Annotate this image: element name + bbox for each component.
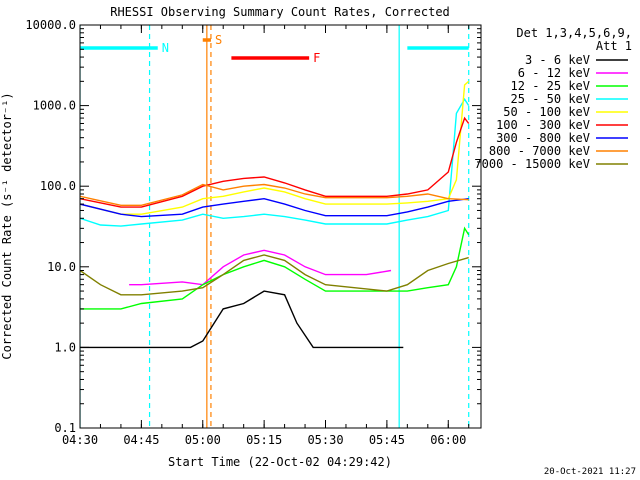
legend-label: 100 - 300 keV bbox=[496, 118, 590, 132]
series-line-7 bbox=[80, 183, 469, 207]
y-tick-label: 100.0 bbox=[40, 179, 76, 193]
chart-title: RHESSI Observing Summary Count Rates, Co… bbox=[110, 5, 450, 19]
legend-label: 25 - 50 keV bbox=[511, 92, 590, 106]
footer-timestamp: 20-Oct-2021 11:27 bbox=[544, 467, 636, 477]
flag-label-s: S bbox=[215, 33, 222, 47]
series-line-8 bbox=[80, 254, 469, 296]
series-line-0 bbox=[80, 290, 404, 349]
y-axis-label: Corrected Count Rate (s⁻¹ detector⁻¹) bbox=[0, 92, 14, 359]
series-line-1 bbox=[129, 249, 392, 286]
y-tick-label: 10000.0 bbox=[25, 18, 76, 32]
x-tick-label: 05:30 bbox=[307, 433, 343, 447]
y-tick-label: 1.0 bbox=[54, 340, 76, 354]
legend-label: 3 - 6 keV bbox=[525, 53, 590, 67]
flag-label-n: N bbox=[162, 41, 169, 55]
x-axis: 04:30 04:45 05:00 05:15 05:30 05:45 06:00 bbox=[62, 25, 470, 447]
y-tick-label: 0.1 bbox=[54, 421, 76, 435]
plot-frame bbox=[79, 24, 482, 429]
flag-label-f: F bbox=[313, 51, 320, 65]
x-tick-label: 06:00 bbox=[430, 433, 466, 447]
series-lines bbox=[80, 80, 470, 349]
x-tick-label: 05:00 bbox=[185, 433, 221, 447]
x-axis-label: Start Time (22-Oct-02 04:29:42) bbox=[168, 455, 392, 469]
x-tick-label: 04:45 bbox=[123, 433, 159, 447]
legend-label: 12 - 25 keV bbox=[511, 79, 590, 93]
x-tick-label: 04:30 bbox=[62, 433, 98, 447]
x-tick-label: 05:45 bbox=[369, 433, 405, 447]
series-line-3 bbox=[80, 97, 470, 227]
y-axis: 0.1 1.0 10.0 100.0 1000.0 10000.0 bbox=[25, 18, 481, 435]
series-line-5 bbox=[80, 116, 470, 208]
x-tick-label: 05:15 bbox=[246, 433, 282, 447]
y-tick-label: 1000.0 bbox=[33, 99, 76, 113]
legend-label: 6 - 12 keV bbox=[518, 66, 590, 80]
series-line-2 bbox=[80, 226, 470, 310]
legend-label: 7000 - 15000 keV bbox=[474, 157, 590, 171]
legend-label: 800 - 7000 keV bbox=[489, 144, 590, 158]
flag-annotations: N S F bbox=[80, 33, 469, 65]
legend-label: 300 - 800 keV bbox=[496, 131, 590, 145]
legend-label: 50 - 100 keV bbox=[503, 105, 590, 119]
legend-header-2: Att 1 bbox=[596, 39, 632, 53]
vertical-markers bbox=[80, 25, 470, 428]
series-line-4 bbox=[80, 80, 470, 215]
y-tick-label: 10.0 bbox=[47, 260, 76, 274]
legend-header-1: Det 1,3,4,5,6,9, bbox=[516, 26, 632, 40]
series-line-6 bbox=[80, 197, 469, 218]
